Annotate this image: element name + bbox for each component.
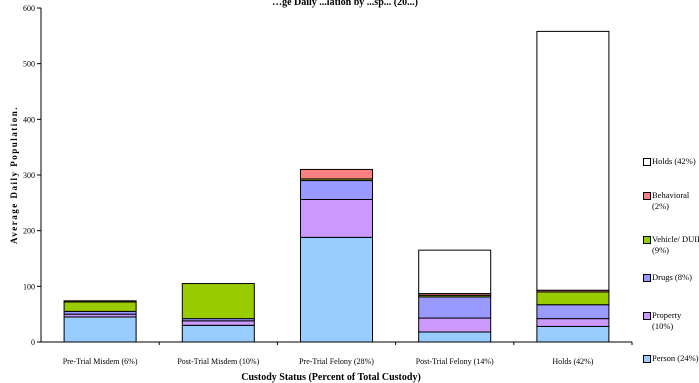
bar-segment	[536, 304, 610, 320]
legend-swatch	[643, 312, 651, 320]
bar-segment	[300, 198, 373, 238]
legend-label: Property (10%)	[652, 310, 682, 331]
bar-segment	[181, 283, 255, 320]
bar-segment	[300, 180, 373, 200]
y-tick-label: 500	[23, 60, 35, 69]
legend-label: Person (24%)	[652, 353, 699, 363]
chart-title: …ge Daily ...lation by ...sp... (20...)	[272, 0, 418, 8]
y-tick-label: 600	[23, 4, 35, 13]
x-axis-label: Custody Status (Percent of Total Custody…	[241, 372, 421, 383]
bar-segment	[418, 296, 492, 319]
bar-segment	[63, 300, 137, 303]
bar-segment	[300, 168, 373, 180]
y-axis-label: Average Daily Population.	[9, 106, 19, 244]
legend-swatch	[643, 236, 651, 244]
legend-label: Vehicle/ DUII (9%)	[652, 234, 699, 255]
legend-swatch	[643, 355, 651, 363]
x-tick-label: Post-Trial Felony (14%)	[416, 357, 494, 366]
bar-segment	[418, 317, 492, 333]
legend-label: Holds (42%)	[652, 156, 696, 166]
legend-label: Behavioral (2%)	[652, 190, 690, 211]
y-tick-label: 0	[31, 338, 35, 347]
bars	[63, 30, 610, 343]
bar-segment	[536, 291, 610, 306]
legend-swatch	[643, 192, 651, 200]
bar-segment	[536, 325, 610, 343]
y-tick-label: 200	[23, 227, 35, 236]
legend-swatch	[643, 158, 651, 166]
y-tick-label: 100	[23, 282, 35, 291]
axes: 0 100 200 300 400 500 600 Pre-Trial Misdem (6%)…	[23, 4, 633, 366]
bar-segment	[181, 320, 255, 326]
legend-swatch	[643, 274, 651, 282]
legend-label: Drugs (8%)	[652, 272, 692, 282]
x-tick-label: Pre-Trial Misdem (6%)	[63, 357, 138, 366]
bar-segment	[536, 30, 610, 291]
bar-segment	[418, 331, 492, 343]
x-tick-label: Post-Trial Misdem (10%)	[177, 357, 259, 366]
bar-segment	[300, 236, 373, 343]
bar-segment	[63, 301, 137, 312]
x-tick-label: Holds (42%)	[552, 357, 593, 366]
bar-segment	[536, 318, 610, 327]
bar-segment	[418, 249, 492, 295]
y-tick-label: 400	[23, 115, 35, 124]
y-tick-label: 300	[23, 171, 35, 180]
x-tick-label: Pre-Trial Felony (28%)	[299, 357, 374, 366]
bar-segment	[181, 324, 255, 343]
legend: Holds (42%) Behavioral (2%) Vehicle/ DUII …	[643, 0, 699, 383]
bar-segment	[63, 316, 137, 343]
